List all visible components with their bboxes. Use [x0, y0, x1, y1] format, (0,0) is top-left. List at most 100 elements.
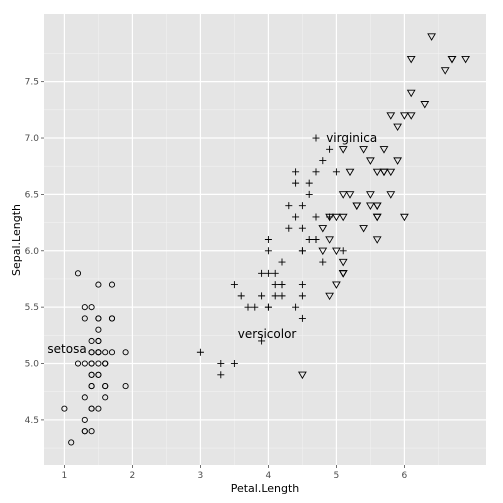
point-plus: [217, 360, 225, 368]
point-plus: [278, 292, 286, 300]
point-circle: [95, 326, 102, 333]
point-triangle: [393, 123, 402, 132]
point-circle: [88, 405, 95, 412]
point-triangle: [440, 67, 450, 75]
point-triangle: [366, 202, 375, 210]
point-circle: [74, 360, 82, 367]
point-circle: [88, 428, 95, 435]
point-triangle: [372, 236, 382, 244]
point-circle: [88, 371, 95, 378]
point-circle: [95, 349, 102, 356]
point-triangle: [338, 270, 348, 278]
group-label: versicolor: [238, 327, 297, 341]
point-plus: [271, 269, 279, 277]
point-plus: [278, 258, 286, 266]
x-tick-label: 4: [266, 471, 272, 481]
point-plus: [264, 303, 272, 311]
point-triangle: [359, 146, 368, 154]
point-triangle: [461, 55, 470, 64]
x-tick-label: 3: [198, 471, 204, 481]
point-plus: [292, 179, 300, 187]
data-points: [61, 33, 470, 446]
y-tick-label: 4.5: [25, 416, 39, 426]
point-triangle: [379, 146, 389, 154]
point-plus: [230, 360, 238, 368]
point-plus: [298, 247, 306, 255]
point-triangle: [332, 213, 341, 222]
point-plus: [339, 247, 347, 255]
minor-gridlines: [44, 14, 486, 465]
point-plus: [196, 348, 204, 356]
x-tick-label: 6: [402, 471, 408, 481]
point-triangle: [338, 213, 348, 222]
point-circle: [81, 315, 88, 322]
point-triangle: [372, 213, 382, 222]
point-circle: [102, 349, 109, 356]
point-circle: [108, 281, 116, 288]
point-plus: [264, 236, 272, 243]
point-plus: [332, 168, 340, 176]
point-triangle: [420, 101, 430, 109]
point-plus: [312, 168, 320, 176]
point-triangle: [318, 247, 328, 256]
point-plus: [326, 145, 334, 153]
y-tick-label: 5.0: [25, 360, 40, 370]
point-circle: [81, 304, 88, 311]
point-triangle: [345, 191, 355, 199]
point-triangle: [345, 168, 355, 177]
point-plus: [298, 224, 306, 232]
point-circle: [102, 394, 109, 401]
point-plus: [217, 371, 225, 379]
point-triangle: [379, 168, 389, 177]
point-triangle: [325, 236, 334, 244]
point-circle: [102, 383, 109, 390]
point-circle: [95, 371, 102, 378]
point-circle: [122, 349, 129, 356]
point-triangle: [427, 33, 436, 41]
point-plus: [271, 292, 279, 300]
point-triangle: [325, 213, 334, 222]
point-plus: [285, 224, 293, 232]
point-triangle: [406, 112, 416, 120]
y-tick-label: 7.0: [25, 134, 40, 144]
point-plus: [264, 269, 272, 277]
point-triangle: [400, 213, 409, 222]
point-triangle: [332, 281, 341, 289]
x-tick-label: 1: [62, 471, 68, 481]
point-triangle: [400, 112, 409, 120]
point-plus: [319, 157, 327, 165]
point-circle: [61, 405, 68, 412]
point-circle: [95, 315, 102, 322]
point-triangle: [325, 292, 334, 301]
point-triangle: [366, 191, 375, 199]
x-tick-label: 5: [334, 471, 340, 481]
point-circle: [122, 383, 129, 390]
point-plus: [312, 236, 320, 243]
point-triangle: [406, 89, 416, 98]
point-circle: [95, 360, 102, 367]
point-plus: [319, 258, 327, 266]
point-triangle: [359, 225, 368, 233]
x-axis-title: Petal.Length: [231, 482, 300, 495]
point-triangle: [338, 146, 348, 154]
point-circle: [68, 439, 75, 446]
point-plus: [305, 190, 313, 198]
point-plus: [285, 202, 293, 210]
point-plus: [292, 213, 300, 221]
point-circle: [81, 394, 88, 401]
point-plus: [292, 303, 300, 311]
y-tick-label: 7.5: [25, 78, 39, 88]
point-triangle: [386, 112, 396, 120]
point-triangle: [406, 55, 416, 64]
x-axis-ticks: 1 2 3 4 5 6: [62, 465, 408, 481]
point-triangle: [366, 157, 375, 165]
point-plus: [251, 303, 259, 311]
point-triangle: [352, 202, 362, 210]
point-circle: [88, 360, 95, 367]
point-circle: [108, 349, 116, 356]
point-triangle: [338, 258, 348, 267]
point-circle: [88, 349, 95, 356]
x-tick-label: 2: [130, 471, 136, 481]
point-plus: [305, 236, 313, 243]
point-circle: [95, 337, 102, 345]
